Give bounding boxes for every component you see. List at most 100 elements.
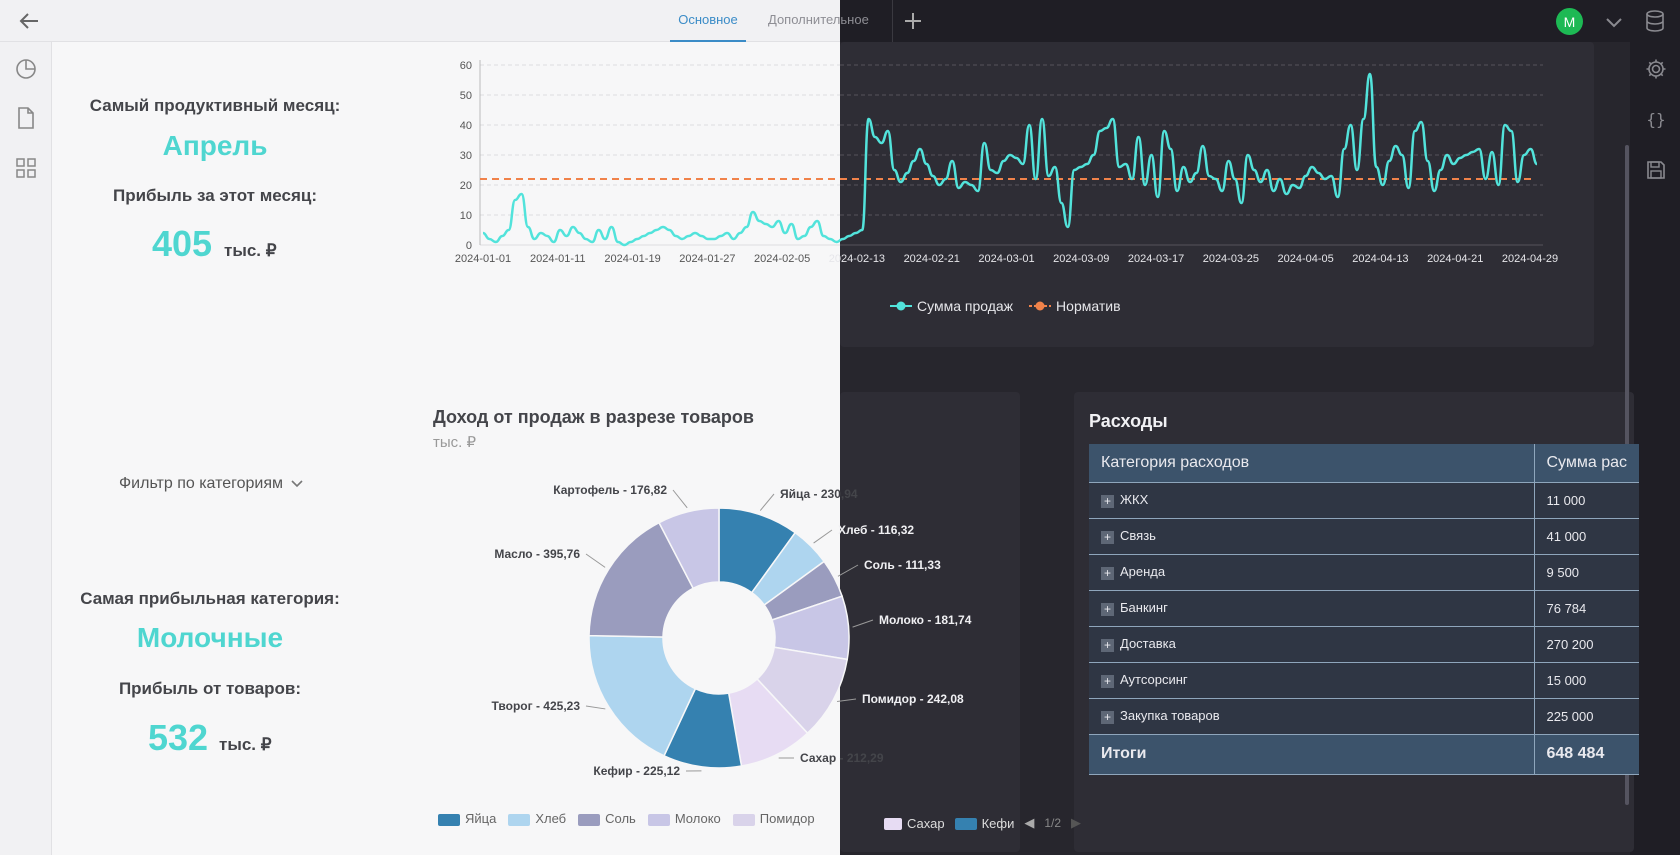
- kpi-category-profit-value: 532: [148, 717, 209, 758]
- x-tick-label: 2024-04-21: [1427, 253, 1483, 265]
- total-value: 648 484: [1534, 734, 1640, 775]
- line-chart-legend: Сумма продаж Норматив: [890, 298, 1121, 314]
- pie-slice[interactable]: [658, 507, 720, 590]
- row-value: 11 000: [1534, 482, 1640, 519]
- kpi-month-profit-unit: тыс. ₽: [224, 241, 277, 260]
- expenses-header-row: Категория расходов Сумма рас: [1089, 444, 1640, 483]
- expand-plus-icon[interactable]: +: [1101, 710, 1114, 724]
- row-name: Доставка: [1120, 636, 1176, 652]
- row-name: Аренда: [1120, 564, 1166, 580]
- x-tick-label: 2024-01-01: [455, 253, 511, 265]
- user-avatar[interactable]: М: [1556, 8, 1583, 35]
- pie-legend: Яйца Хлеб Соль Молоко Помидор: [438, 811, 815, 826]
- x-tick-label: 2024-03-25: [1203, 253, 1259, 265]
- pie-slice-label: Яйца - 230,94: [780, 487, 858, 501]
- expand-plus-icon[interactable]: +: [1101, 530, 1114, 544]
- expand-plus-icon[interactable]: +: [1101, 494, 1114, 508]
- legend-norm-label: Норматив: [1056, 298, 1121, 314]
- pie-slice-label: Молоко - 181,74: [879, 613, 972, 627]
- gear-icon[interactable]: [1642, 55, 1670, 83]
- table-row[interactable]: + Доставка 270 200: [1089, 626, 1640, 663]
- code-braces-icon[interactable]: {}: [1646, 109, 1666, 129]
- y-tick-label: 40: [460, 120, 472, 132]
- pie-label-connector: [813, 529, 833, 544]
- kpi-month-value: Апрель: [162, 130, 268, 161]
- row-value: 15 000: [1534, 662, 1640, 699]
- pie-chart-icon[interactable]: [12, 55, 40, 83]
- x-tick-label: 2024-01-27: [679, 253, 735, 265]
- document-icon[interactable]: [12, 104, 40, 132]
- table-row[interactable]: + Связь 41 000: [1089, 518, 1640, 555]
- col-category-header[interactable]: Категория расходов: [1089, 444, 1535, 483]
- pie-chart-panel: [840, 392, 1020, 852]
- pie-slice-label: Кефир - 225,12: [593, 764, 680, 778]
- legend-next-arrow-icon[interactable]: ▶: [1071, 815, 1082, 830]
- expand-plus-icon[interactable]: +: [1101, 638, 1114, 652]
- kpi-category-title: Самая прибыльная категория:: [80, 589, 340, 608]
- table-row[interactable]: + Банкинг 76 784: [1089, 590, 1640, 627]
- row-name: Аутсорсинг: [1120, 672, 1188, 688]
- table-row[interactable]: + Аутсорсинг 15 000: [1089, 662, 1640, 699]
- legend-prev-arrow-icon[interactable]: ◀: [1024, 815, 1035, 830]
- sales-line-chart: 0 10 20 30 40 50 60 2024-01-01 2024-01-11 2024-01…: [455, 60, 1558, 265]
- x-tick-label: 2024-03-01: [978, 253, 1034, 265]
- legend-item-sales[interactable]: Сумма продаж: [890, 298, 1013, 314]
- pie-label-connector: [585, 705, 606, 710]
- x-tick-label: 2024-04-29: [1502, 253, 1558, 265]
- grid-icon[interactable]: [12, 154, 40, 182]
- legend-item-norm[interactable]: Норматив: [1029, 298, 1121, 314]
- pie-legend-item-kefir[interactable]: Кефи: [954, 816, 1014, 831]
- pie-legend-dark-part: Сахар Кефи ◀ 1/2 ▶: [884, 815, 1081, 831]
- chevron-down-icon[interactable]: [1602, 10, 1626, 34]
- row-name: Закупка товаров: [1120, 708, 1220, 724]
- add-tab-plus-icon[interactable]: [900, 8, 926, 34]
- table-row[interactable]: + ЖКХ 11 000: [1089, 482, 1640, 519]
- x-tick-label: 2024-04-05: [1278, 253, 1334, 265]
- kpi-category-profit-title: Прибыль от товаров:: [118, 679, 302, 698]
- pie-legend-item-tomato[interactable]: Помидор: [732, 811, 815, 826]
- pie-slice-label: Хлеб - 116,32: [838, 523, 914, 537]
- dark-topbar: [840, 0, 1680, 42]
- save-icon[interactable]: [1642, 156, 1670, 184]
- pie-legend-item-sugar[interactable]: Сахар: [884, 816, 945, 831]
- row-name: ЖКХ: [1120, 492, 1149, 508]
- legend-sales-label: Сумма продаж: [917, 298, 1014, 314]
- pie-legend-item-milk[interactable]: Молоко: [647, 811, 721, 826]
- x-tick-label: 2024-01-19: [604, 253, 660, 265]
- database-icon[interactable]: [1642, 8, 1668, 34]
- expand-plus-icon[interactable]: +: [1101, 602, 1114, 616]
- pie-label-connector: [585, 553, 606, 568]
- tab-main[interactable]: Основное: [670, 0, 746, 42]
- legend-page-indicator: 1/2: [1044, 816, 1062, 830]
- col-sum-header[interactable]: Сумма рас: [1534, 444, 1640, 483]
- pie-slice[interactable]: [588, 634, 697, 757]
- row-name: Банкинг: [1120, 600, 1168, 616]
- table-row[interactable]: + Аренда 9 500: [1089, 554, 1640, 591]
- expenses-title: Расходы: [1089, 411, 1168, 431]
- line-chart-panel: [840, 42, 1594, 347]
- light-topbar: [0, 0, 840, 42]
- row-value: 225 000: [1534, 698, 1640, 735]
- pie-legend-item-eggs[interactable]: Яйца: [438, 811, 496, 826]
- left-sidebar: [0, 42, 52, 855]
- pie-legend-item-bread[interactable]: Хлеб: [508, 811, 566, 826]
- row-value: 41 000: [1534, 518, 1640, 555]
- pie-slice-label: Сахар - 212,29: [800, 751, 884, 765]
- pie-legend-item-salt[interactable]: Соль: [578, 811, 636, 826]
- pie-label-connector: [836, 698, 857, 702]
- pie-slice-label: Помидор - 242,08: [862, 692, 964, 706]
- back-arrow-icon[interactable]: [14, 6, 44, 36]
- pie-slice[interactable]: [588, 521, 695, 638]
- category-filter-dropdown[interactable]: Фильтр по категориям: [119, 475, 303, 493]
- sales-series-line[interactable]: [482, 72, 1538, 247]
- row-value: 76 784: [1534, 590, 1640, 627]
- expand-plus-icon[interactable]: +: [1101, 674, 1114, 688]
- y-tick-label: 20: [460, 180, 472, 192]
- kpi-month-title: Самый продуктивный месяц:: [89, 96, 341, 115]
- x-tick-label: 2024-01-11: [530, 253, 585, 265]
- expand-plus-icon[interactable]: +: [1101, 566, 1114, 580]
- table-row[interactable]: + Закупка товаров 225 000: [1089, 698, 1640, 735]
- tab-additional[interactable]: Дополнительное: [768, 12, 869, 27]
